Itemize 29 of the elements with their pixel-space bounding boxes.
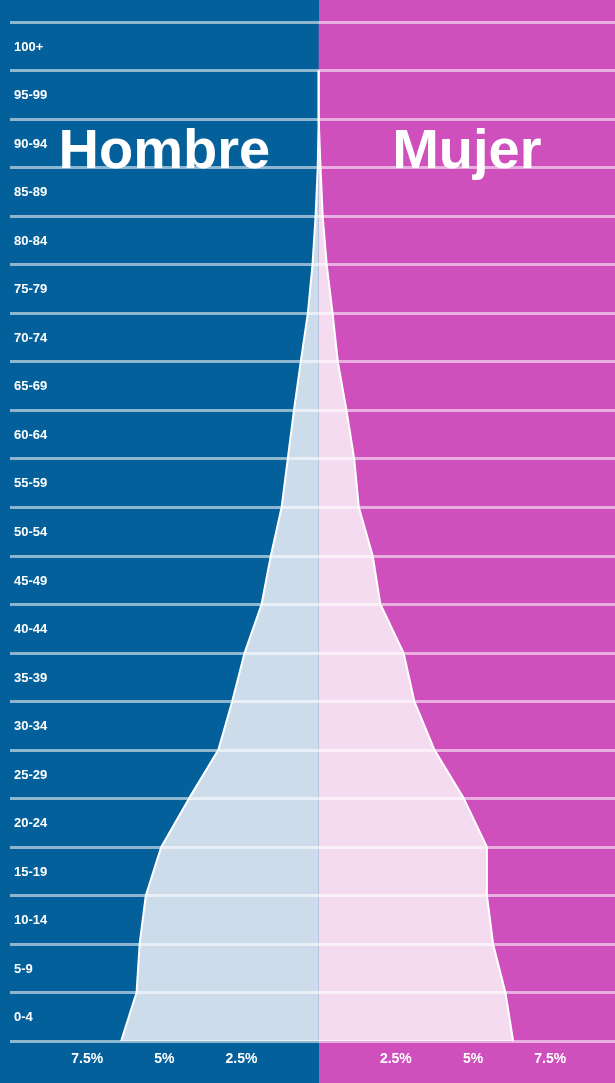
y-tick-label: 70-74 [14,329,49,345]
band-label: Mujer [392,116,542,180]
x-tick-label: 2.5% [225,1050,259,1066]
y-tick-label: 40-44 [14,621,49,637]
y-tick-label: 85-89 [14,184,48,200]
y-tick-label: 35-39 [14,669,48,685]
y-tick-label: 55-59 [14,475,48,491]
band-label: Hombre [58,116,271,180]
y-tick-label: 20-24 [14,815,49,831]
x-tick-label: 2.5% [379,1050,413,1066]
y-tick-label: 5-9 [14,960,33,976]
x-tick-label: 7.5% [534,1050,567,1066]
y-tick-label: 90-94 [14,135,49,151]
y-tick-label: 10-14 [14,912,49,928]
y-tick-label: 75-79 [14,281,48,297]
y-tick-label: 45-49 [14,572,48,588]
x-tick-label: 7.5% [71,1050,104,1066]
y-tick-label: 95-99 [14,87,48,103]
y-tick-label: 15-19 [14,863,48,879]
y-tick-label: 60-64 [14,426,49,442]
y-tick-label: 25-29 [14,766,48,782]
x-tick-label: 5% [462,1050,484,1066]
y-tick-label: 30-34 [14,718,49,734]
y-tick-label: 65-69 [14,378,48,394]
y-tick-label: 80-84 [14,232,49,248]
y-tick-label: 0-4 [14,1009,34,1025]
y-tick-label: 100+ [14,38,44,54]
x-tick-label: 5% [154,1050,176,1066]
y-tick-label: 50-54 [14,524,49,539]
